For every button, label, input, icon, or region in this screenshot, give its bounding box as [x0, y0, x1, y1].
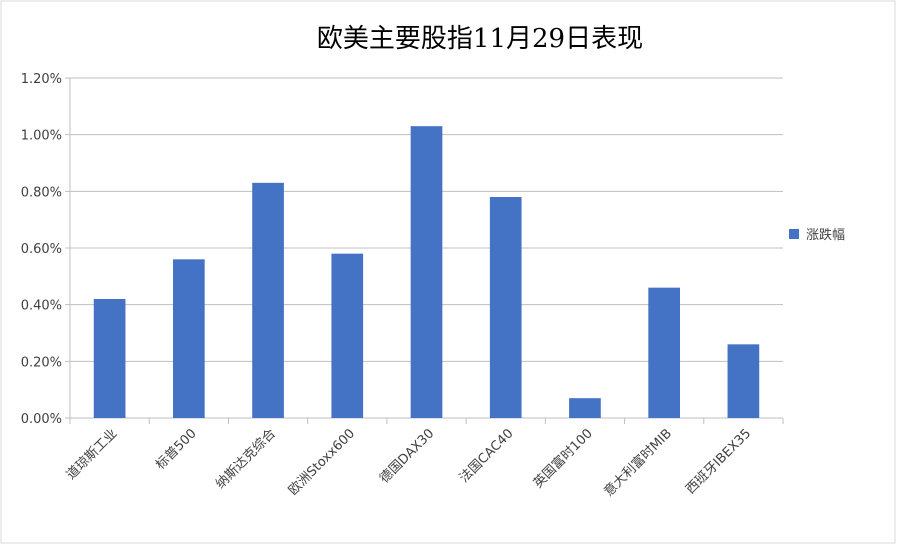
legend-swatch [789, 229, 799, 239]
y-tick-label: 1.00% [21, 129, 62, 144]
bar [172, 259, 205, 418]
y-tick-label: 0.60% [21, 242, 62, 257]
chart-title: 欧美主要股指11月29日表现 [317, 24, 643, 54]
bar [252, 182, 284, 418]
bar [410, 126, 443, 419]
bar [331, 253, 364, 418]
y-tick-label: 0.00% [21, 412, 62, 427]
bar [93, 299, 126, 418]
y-tick-label: 0.20% [21, 355, 62, 370]
y-tick-label: 1.20% [21, 72, 62, 87]
bar [727, 344, 760, 418]
bar [569, 398, 601, 418]
bar [648, 287, 681, 418]
y-tick-label: 0.40% [21, 299, 62, 314]
bar [489, 197, 522, 418]
y-tick-label: 0.80% [21, 185, 62, 200]
legend-label: 涨跌幅 [806, 227, 845, 243]
